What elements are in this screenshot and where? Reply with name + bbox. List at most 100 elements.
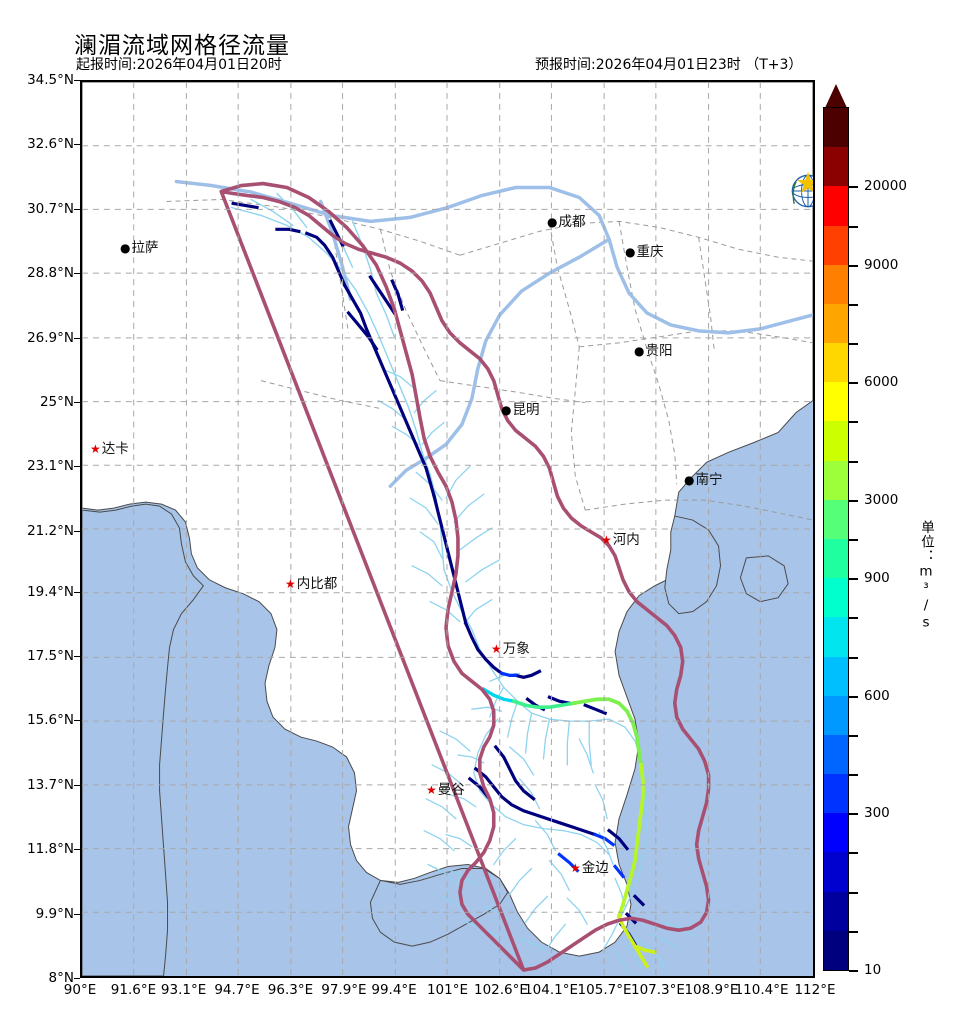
colorbar-tick bbox=[849, 499, 858, 502]
latitude-tick-label: 11.8°N bbox=[27, 841, 74, 858]
latitude-tick-label: 28.8°N bbox=[27, 265, 74, 282]
colorbar-tick bbox=[849, 813, 858, 816]
city-marker-7: ★河内 bbox=[601, 528, 640, 548]
colorbar-segment bbox=[824, 420, 848, 461]
latitude-tick-mark bbox=[74, 144, 80, 146]
colorbar bbox=[824, 107, 848, 970]
longitude-tick-label: 91.6°E bbox=[110, 982, 157, 998]
flow-channel-mainstem bbox=[571, 697, 644, 768]
colorbar-tick-label: 900 bbox=[864, 570, 890, 587]
city-name-label: 曼谷 bbox=[437, 782, 465, 798]
city-dot-icon: ● bbox=[684, 473, 695, 487]
longitude-tick-label: 94.7°E bbox=[214, 982, 260, 998]
colorbar-tick bbox=[849, 225, 858, 228]
colorbar-segment bbox=[824, 107, 848, 148]
latitude-tick-mark bbox=[74, 530, 80, 532]
city-name-label: 南宁 bbox=[695, 472, 723, 488]
colorbar-tick bbox=[849, 186, 858, 189]
colorbar-tick-label: 10 bbox=[864, 962, 882, 978]
colorbar-tick bbox=[849, 656, 858, 659]
latitude-tick-label: 13.7°N bbox=[27, 776, 74, 793]
city-dot-icon: ● bbox=[501, 403, 512, 417]
page-title: 澜湄流域网格径流量 bbox=[74, 33, 290, 59]
colorbar-max-arrow bbox=[824, 84, 848, 110]
city-name-label: 河内 bbox=[612, 532, 640, 548]
latitude-tick-label: 23.1°N bbox=[27, 458, 74, 475]
capital-star-icon: ★ bbox=[285, 577, 296, 591]
forecast-time-label: 预报时间:2026年04月01日23时 （T+3） bbox=[535, 57, 803, 73]
latitude-tick-label: 21.2°N bbox=[27, 522, 74, 539]
colorbar-segment bbox=[824, 460, 848, 500]
colorbar-segment bbox=[824, 695, 848, 735]
basin-boundary bbox=[219, 181, 711, 972]
map-canvas bbox=[82, 82, 813, 976]
colorbar-segment bbox=[824, 303, 848, 344]
colorbar-tick bbox=[849, 343, 858, 346]
longitude-tick-label: 99.4°E bbox=[371, 982, 417, 998]
longitude-tick-label: 90°E bbox=[63, 982, 97, 998]
latitude-tick-label: 32.6°N bbox=[27, 136, 74, 153]
wmo-logo bbox=[791, 171, 813, 208]
latitude-tick-mark bbox=[74, 978, 80, 979]
colorbar-segment bbox=[824, 146, 848, 187]
colorbar-segment bbox=[824, 577, 848, 618]
colorbar-tick bbox=[849, 460, 858, 463]
latitude-tick-label: 17.5°N bbox=[27, 648, 74, 665]
issue-time-label: 起报时间:2026年04月01日20时 bbox=[76, 57, 282, 73]
latitude-tick-label: 8°N bbox=[48, 970, 74, 986]
city-marker-8: ★内比都 bbox=[285, 572, 337, 592]
colorbar-tick bbox=[849, 695, 858, 698]
city-marker-9: ★万象 bbox=[491, 637, 530, 657]
latitude-tick-label: 25°N bbox=[39, 393, 74, 410]
colorbar-tick-label: 9000 bbox=[864, 256, 899, 273]
colorbar-tick bbox=[849, 578, 858, 581]
flow-channel-green bbox=[511, 698, 576, 709]
latitude-tick-mark bbox=[74, 591, 80, 593]
colorbar-tick-label: 300 bbox=[864, 805, 890, 822]
colorbar-unit-label: 单位：m³/s bbox=[918, 520, 934, 632]
city-name-label: 万象 bbox=[502, 641, 530, 657]
city-dot-icon: ● bbox=[634, 344, 645, 358]
city-marker-2: ●重庆 bbox=[625, 240, 663, 260]
city-name-label: 成都 bbox=[558, 214, 586, 230]
longitude-tick-label: 107.3°E bbox=[631, 982, 685, 998]
latitude-tick-mark bbox=[74, 656, 80, 658]
colorbar-segment bbox=[824, 851, 848, 892]
colorbar-segment bbox=[824, 773, 848, 814]
colorbar-segment bbox=[824, 264, 848, 304]
colorbar-segment bbox=[824, 930, 848, 970]
longitude-tick-label: 102.6°E bbox=[473, 982, 528, 998]
city-name-label: 昆明 bbox=[512, 402, 540, 418]
colorbar-segment bbox=[824, 891, 848, 931]
latitude-tick-mark bbox=[74, 913, 80, 915]
capital-star-icon: ★ bbox=[570, 861, 581, 875]
latitude-tick-mark bbox=[74, 401, 80, 403]
coordinate-grid bbox=[82, 82, 813, 976]
colorbar-tick-label: 600 bbox=[864, 687, 890, 704]
longitude-tick-label: 105.7°E bbox=[577, 982, 632, 998]
city-marker-3: ●贵阳 bbox=[634, 339, 672, 359]
city-name-label: 重庆 bbox=[636, 244, 664, 260]
colorbar-tick bbox=[849, 382, 858, 385]
city-marker-10: ★曼谷 bbox=[426, 778, 465, 798]
colorbar-tick bbox=[849, 617, 858, 620]
map-panel[interactable]: ●拉萨●成都●重庆●贵阳●昆明●南宁★达卡★河内★内比都★万象★曼谷★金边 审图… bbox=[80, 80, 815, 978]
latitude-tick-mark bbox=[74, 273, 80, 275]
latitude-tick-label: 19.4°N bbox=[27, 583, 74, 600]
flow-channel-lower bbox=[616, 762, 645, 919]
city-dot-icon: ● bbox=[625, 245, 636, 259]
colorbar-segment bbox=[824, 185, 848, 226]
capital-star-icon: ★ bbox=[601, 533, 612, 547]
latitude-tick-label: 26.9°N bbox=[27, 329, 74, 346]
colorbar-tick bbox=[849, 774, 858, 777]
colorbar-tick bbox=[849, 852, 858, 855]
colorbar-segment bbox=[824, 734, 848, 775]
city-dot-icon: ● bbox=[547, 215, 558, 229]
latitude-tick-label: 9.9°N bbox=[35, 905, 74, 922]
city-marker-0: ●拉萨 bbox=[120, 236, 158, 256]
latitude-tick-label: 15.6°N bbox=[27, 712, 74, 729]
longitude-tick-label: 97.9°E bbox=[321, 982, 367, 998]
capital-star-icon: ★ bbox=[426, 783, 437, 797]
colorbar-tick bbox=[849, 539, 858, 541]
longitude-tick-label: 110.4°E bbox=[734, 982, 789, 998]
